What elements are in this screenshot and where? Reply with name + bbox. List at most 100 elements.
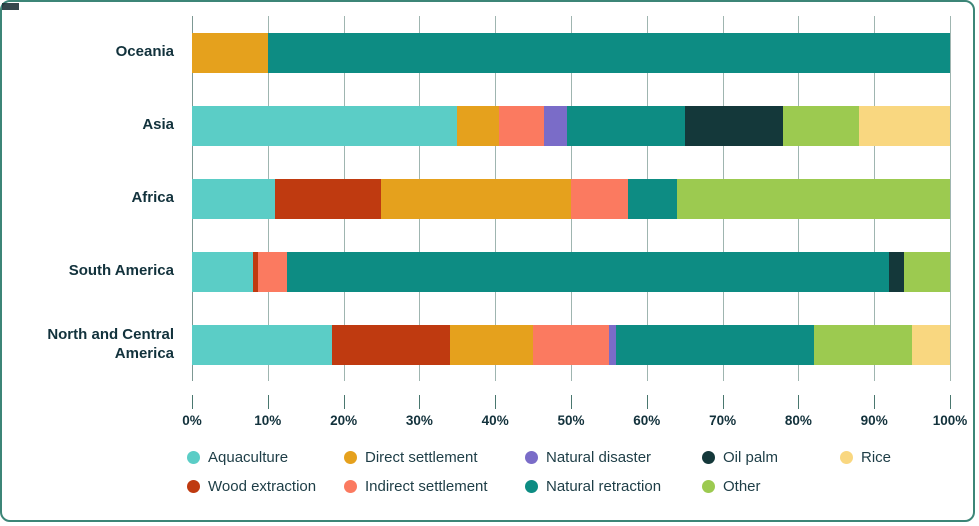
- x-axis-tick: [950, 395, 951, 409]
- legend-row: Aquaculture Direct settlement Natural disa…: [187, 443, 967, 472]
- bar-row: Oceania: [2, 16, 950, 89]
- legend-label: Other: [723, 478, 761, 495]
- bar-segment-direct-settlement: [192, 32, 268, 73]
- bar-segment-indirect-settlement: [533, 324, 609, 365]
- bar-segment-indirect-settlement: [570, 178, 628, 219]
- bar-segment-natural-retraction: [267, 32, 950, 73]
- legend-marker-icon: [187, 451, 200, 464]
- x-tick-label: 10%: [254, 413, 282, 428]
- x-tick-label: 90%: [860, 413, 888, 428]
- bar-segment-other: [677, 178, 950, 219]
- bar-segment-natural-retraction: [627, 178, 678, 219]
- bar-segment-indirect-settlement: [257, 251, 287, 292]
- x-tick-label: 50%: [557, 413, 585, 428]
- x-axis-tick: [267, 395, 269, 409]
- legend-label: Aquaculture: [208, 449, 289, 466]
- bar-segment-natural-retraction: [286, 251, 890, 292]
- x-axis-tick: [722, 395, 724, 409]
- x-axis-tick: [571, 395, 572, 409]
- bar-row: North and Central America: [2, 308, 950, 381]
- x-axis-tick: [798, 395, 800, 409]
- legend-label: Oil palm: [723, 449, 779, 466]
- x-tick-label: 40%: [481, 413, 509, 428]
- x-axis-tick: [874, 395, 876, 409]
- region-label: Asia: [142, 116, 174, 134]
- bar-segment-natural-retraction: [616, 324, 814, 365]
- legend-label: Rice: [861, 449, 892, 466]
- region-label: Africa: [131, 189, 174, 207]
- x-tick-label: 60%: [633, 413, 661, 428]
- x-axis-tick: [192, 395, 193, 409]
- bar-segment-wood-extraction: [275, 178, 382, 219]
- bar-segment-aquaculture: [192, 105, 458, 146]
- x-axis-tick: [419, 395, 421, 409]
- bar-segment-other: [813, 324, 913, 365]
- bar-segment-oil-palm: [684, 105, 784, 146]
- bar-track: [192, 105, 950, 146]
- bar-segment-rice: [912, 324, 950, 365]
- bar-segment-aquaculture: [192, 251, 253, 292]
- legend-marker-icon: [702, 480, 715, 493]
- x-axis-tick: [495, 395, 497, 409]
- bar-segment-rice: [859, 105, 950, 146]
- bar-segment-aquaculture: [192, 178, 276, 219]
- legend-item-direct-settlement: Direct settlement: [344, 449, 525, 466]
- bar-segment-other: [904, 251, 950, 292]
- bar-row: Asia: [2, 89, 950, 162]
- legend-label: Direct settlement: [365, 449, 478, 466]
- legend-label: Wood extraction: [208, 478, 317, 495]
- x-tick-label: 70%: [709, 413, 737, 428]
- bar-segment-wood-extraction: [252, 251, 258, 292]
- legend-label: Natural disaster: [546, 449, 652, 466]
- x-tick-label: 100%: [932, 413, 968, 428]
- bar-segment-direct-settlement: [457, 105, 499, 146]
- legend-label: Indirect settlement: [365, 478, 488, 495]
- legend-item-aquaculture: Aquaculture: [187, 449, 344, 466]
- legend-label: Natural retraction: [546, 478, 662, 495]
- region-label: South America: [68, 262, 174, 280]
- legend-marker-icon: [840, 451, 853, 464]
- grid-line: [950, 16, 951, 381]
- bar-track: [192, 178, 950, 219]
- screenshot-corner-artifact: [2, 3, 19, 10]
- legend-marker-icon: [344, 480, 357, 493]
- legend-row: Wood extraction Indirect settlement Natura…: [187, 472, 967, 501]
- bar-segment-other: [783, 105, 859, 146]
- x-tick-label: 30%: [405, 413, 433, 428]
- bar-track: [192, 324, 950, 365]
- x-tick-label: 80%: [784, 413, 812, 428]
- bar-segment-wood-extraction: [332, 324, 450, 365]
- bar-rows-container: Oceania Asia Africa South America North and …: [2, 16, 950, 381]
- bar-row: South America: [2, 235, 950, 308]
- bar-segment-natural-disaster: [544, 105, 568, 146]
- region-label: Oceania: [115, 43, 174, 61]
- x-axis-tick: [646, 395, 648, 409]
- bar-segment-direct-settlement: [449, 324, 534, 365]
- legend-item-indirect-settlement: Indirect settlement: [344, 478, 525, 495]
- legend-marker-icon: [344, 451, 357, 464]
- legend-item-rice: Rice: [840, 449, 950, 466]
- legend-item-wood-extraction: Wood extraction: [187, 478, 344, 495]
- bar-row: Africa: [2, 162, 950, 235]
- legend: Aquaculture Direct settlement Natural disa…: [187, 443, 967, 501]
- bar-segment-natural-retraction: [567, 105, 685, 146]
- legend-marker-icon: [525, 480, 538, 493]
- legend-marker-icon: [702, 451, 715, 464]
- bar-track: [192, 32, 950, 73]
- bar-segment-natural-disaster: [608, 324, 617, 365]
- legend-marker-icon: [525, 451, 538, 464]
- bar-segment-indirect-settlement: [498, 105, 545, 146]
- bar-segment-direct-settlement: [381, 178, 571, 219]
- bar-segment-aquaculture: [192, 324, 333, 365]
- bar-track: [192, 251, 950, 292]
- legend-marker-icon: [187, 480, 200, 493]
- legend-item-natural-retraction: Natural retraction: [525, 478, 702, 495]
- legend-item-other: Other: [702, 478, 840, 495]
- x-tick-label: 0%: [182, 413, 202, 428]
- bar-segment-oil-palm: [889, 251, 905, 292]
- x-tick-label: 20%: [330, 413, 358, 428]
- legend-item-natural-disaster: Natural disaster: [525, 449, 702, 466]
- region-label: North and Central America: [47, 325, 174, 362]
- x-axis-tick: [343, 395, 345, 409]
